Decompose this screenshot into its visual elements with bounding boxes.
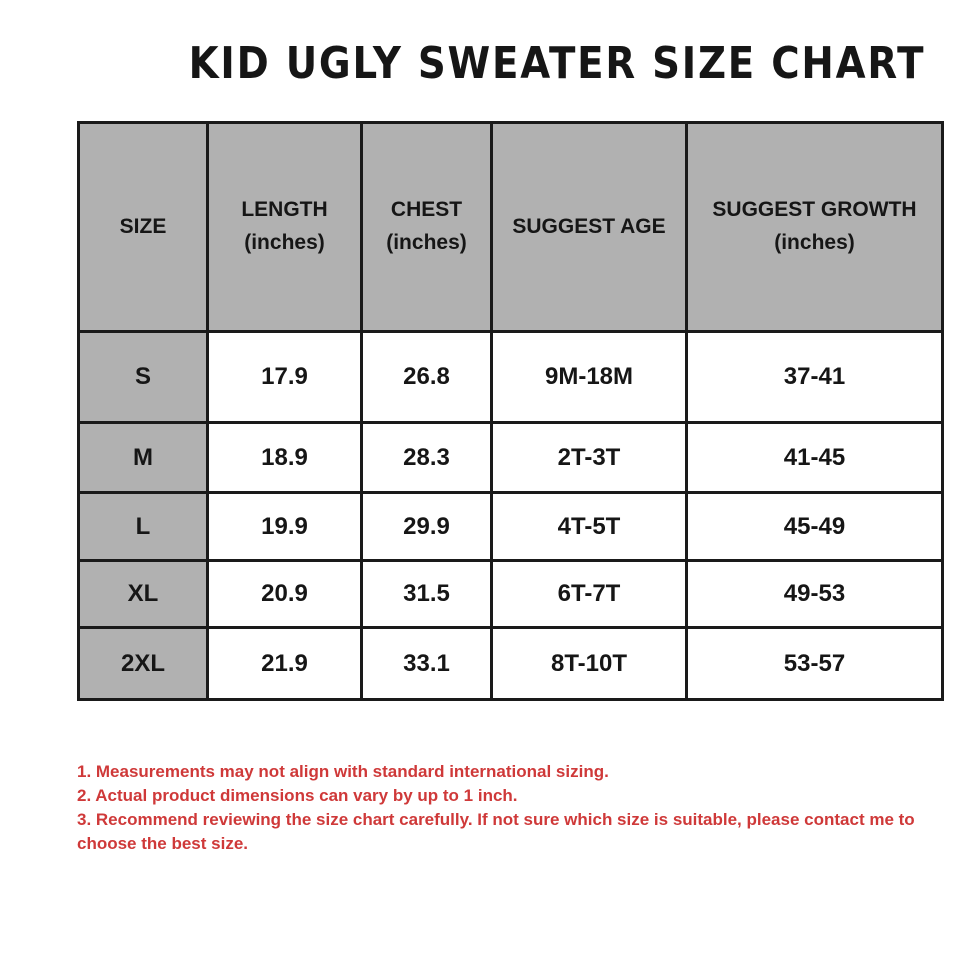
length-cell: 18.9 — [206, 421, 363, 494]
note-line-1: 1. Measurements may not align with stand… — [77, 762, 609, 781]
column-header-suggest-growth: SUGGEST GROWTH (inches) — [685, 121, 944, 333]
size-notes: 1. Measurements may not align with stand… — [77, 760, 957, 856]
chest-cell: 28.3 — [360, 421, 493, 494]
column-header-suggest-age: SUGGEST AGE — [490, 121, 688, 333]
table-row-xl: XL 20.9 31.5 6T-7T 49-53 — [77, 559, 944, 629]
length-cell: 19.9 — [206, 491, 363, 562]
page-title: KID UGLY SWEATER SIZE CHART — [188, 38, 926, 89]
table-row-2xl: 2XL 21.9 33.1 8T-10T 53-57 — [77, 626, 944, 701]
note-line-3: 3. Recommend reviewing the size chart ca… — [77, 810, 915, 853]
suggest-growth-cell: 53-57 — [685, 626, 944, 701]
table-row-l: L 19.9 29.9 4T-5T 45-49 — [77, 491, 944, 562]
chest-cell: 26.8 — [360, 330, 493, 424]
size-cell: 2XL — [77, 626, 209, 701]
suggest-age-cell: 9M-18M — [490, 330, 688, 424]
chest-cell: 31.5 — [360, 559, 493, 629]
size-cell: L — [77, 491, 209, 562]
table-header-row: SIZE LENGTH (inches) CHEST (inches) SUGG… — [77, 121, 944, 333]
suggest-age-cell: 4T-5T — [490, 491, 688, 562]
column-header-length: LENGTH (inches) — [206, 121, 363, 333]
length-cell: 21.9 — [206, 626, 363, 701]
length-cell: 20.9 — [206, 559, 363, 629]
column-header-size: SIZE — [77, 121, 209, 333]
size-chart-table: SIZE LENGTH (inches) CHEST (inches) SUGG… — [77, 121, 944, 701]
suggest-age-cell: 2T-3T — [490, 421, 688, 494]
note-line-2: 2. Actual product dimensions can vary by… — [77, 786, 518, 805]
suggest-age-cell: 8T-10T — [490, 626, 688, 701]
suggest-growth-cell: 37-41 — [685, 330, 944, 424]
length-cell: 17.9 — [206, 330, 363, 424]
suggest-growth-cell: 45-49 — [685, 491, 944, 562]
chest-cell: 33.1 — [360, 626, 493, 701]
suggest-growth-cell: 49-53 — [685, 559, 944, 629]
size-cell: M — [77, 421, 209, 494]
size-cell: XL — [77, 559, 209, 629]
column-header-chest: CHEST (inches) — [360, 121, 493, 333]
suggest-growth-cell: 41-45 — [685, 421, 944, 494]
table-row-m: M 18.9 28.3 2T-3T 41-45 — [77, 421, 944, 494]
size-cell: S — [77, 330, 209, 424]
suggest-age-cell: 6T-7T — [490, 559, 688, 629]
table-row-s: S 17.9 26.8 9M-18M 37-41 — [77, 330, 944, 424]
chest-cell: 29.9 — [360, 491, 493, 562]
